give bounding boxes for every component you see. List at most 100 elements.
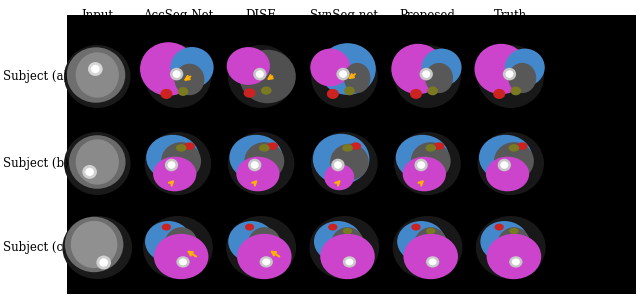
Ellipse shape xyxy=(67,47,125,103)
Ellipse shape xyxy=(229,135,283,180)
Ellipse shape xyxy=(146,135,200,180)
Ellipse shape xyxy=(145,221,191,262)
Ellipse shape xyxy=(227,47,270,85)
Ellipse shape xyxy=(140,42,196,96)
Ellipse shape xyxy=(161,89,172,99)
Ellipse shape xyxy=(91,65,100,73)
Ellipse shape xyxy=(259,144,269,152)
Ellipse shape xyxy=(334,161,342,169)
Ellipse shape xyxy=(69,135,125,189)
Ellipse shape xyxy=(509,256,522,268)
Ellipse shape xyxy=(428,86,438,95)
Ellipse shape xyxy=(343,228,352,234)
Ellipse shape xyxy=(474,44,528,94)
Ellipse shape xyxy=(327,89,339,99)
Ellipse shape xyxy=(179,258,187,266)
Ellipse shape xyxy=(417,161,425,169)
Ellipse shape xyxy=(508,63,536,93)
Ellipse shape xyxy=(342,144,353,152)
Ellipse shape xyxy=(170,47,214,88)
Text: Input: Input xyxy=(81,9,113,22)
Ellipse shape xyxy=(319,43,376,95)
Ellipse shape xyxy=(512,258,520,266)
Ellipse shape xyxy=(477,45,544,108)
Ellipse shape xyxy=(429,258,436,266)
Ellipse shape xyxy=(177,256,189,268)
Ellipse shape xyxy=(161,142,201,180)
Text: Subject (b): Subject (b) xyxy=(3,157,69,170)
Ellipse shape xyxy=(262,258,270,266)
Ellipse shape xyxy=(237,234,292,279)
Ellipse shape xyxy=(511,86,521,95)
Ellipse shape xyxy=(65,217,124,272)
Ellipse shape xyxy=(420,68,433,80)
Ellipse shape xyxy=(426,256,439,268)
Ellipse shape xyxy=(517,142,527,150)
Ellipse shape xyxy=(425,63,453,93)
Ellipse shape xyxy=(330,144,369,180)
Ellipse shape xyxy=(397,221,445,262)
Ellipse shape xyxy=(145,45,211,108)
Ellipse shape xyxy=(184,142,195,150)
Ellipse shape xyxy=(426,228,435,234)
Ellipse shape xyxy=(331,227,364,262)
Ellipse shape xyxy=(503,68,516,80)
Ellipse shape xyxy=(394,132,461,195)
Ellipse shape xyxy=(244,88,255,98)
Ellipse shape xyxy=(332,159,344,171)
Text: SynSeg-net: SynSeg-net xyxy=(310,9,378,22)
Ellipse shape xyxy=(99,258,108,267)
Ellipse shape xyxy=(410,89,422,99)
Ellipse shape xyxy=(253,68,266,80)
Ellipse shape xyxy=(343,256,356,268)
Ellipse shape xyxy=(339,70,347,78)
Ellipse shape xyxy=(328,224,337,231)
Ellipse shape xyxy=(506,70,513,78)
Ellipse shape xyxy=(143,216,213,279)
Ellipse shape xyxy=(228,45,294,108)
Ellipse shape xyxy=(153,157,196,191)
Bar xyxy=(67,15,636,294)
Ellipse shape xyxy=(414,227,447,262)
Ellipse shape xyxy=(476,216,546,279)
Ellipse shape xyxy=(256,70,264,78)
Ellipse shape xyxy=(486,157,529,191)
Ellipse shape xyxy=(173,70,180,78)
Ellipse shape xyxy=(175,64,204,95)
Ellipse shape xyxy=(260,256,273,268)
Text: Truth: Truth xyxy=(494,9,527,22)
Ellipse shape xyxy=(251,161,259,169)
Ellipse shape xyxy=(64,132,131,195)
Ellipse shape xyxy=(313,134,369,184)
Ellipse shape xyxy=(422,70,430,78)
Ellipse shape xyxy=(309,216,380,279)
Ellipse shape xyxy=(509,144,519,152)
Ellipse shape xyxy=(76,52,119,98)
Ellipse shape xyxy=(154,234,209,279)
Ellipse shape xyxy=(261,86,271,95)
Ellipse shape xyxy=(392,216,463,279)
Ellipse shape xyxy=(64,45,131,108)
Text: Proposed: Proposed xyxy=(399,9,456,22)
Ellipse shape xyxy=(178,87,188,96)
Ellipse shape xyxy=(314,221,362,262)
Ellipse shape xyxy=(145,132,211,195)
Ellipse shape xyxy=(434,142,444,150)
Ellipse shape xyxy=(320,234,375,279)
Ellipse shape xyxy=(168,161,175,169)
Ellipse shape xyxy=(486,234,541,279)
Ellipse shape xyxy=(415,159,428,171)
Ellipse shape xyxy=(344,63,371,93)
Ellipse shape xyxy=(268,142,278,150)
Ellipse shape xyxy=(165,159,178,171)
Ellipse shape xyxy=(481,221,528,262)
Ellipse shape xyxy=(244,142,284,180)
Ellipse shape xyxy=(403,234,458,279)
Ellipse shape xyxy=(509,228,518,234)
Ellipse shape xyxy=(176,144,186,152)
Ellipse shape xyxy=(394,45,461,108)
Text: DISE: DISE xyxy=(246,9,276,22)
Ellipse shape xyxy=(337,68,349,80)
Ellipse shape xyxy=(500,161,508,169)
Ellipse shape xyxy=(76,139,119,185)
